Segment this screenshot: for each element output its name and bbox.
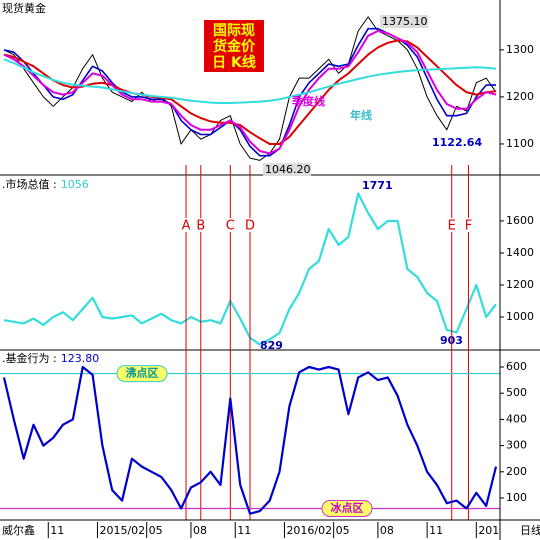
panel-title: .市场总值 : 1056 — [2, 177, 89, 191]
series-label: 季度线 — [291, 94, 325, 108]
annotation: 1046.20 — [265, 163, 311, 176]
y-tick-label: 1200 — [506, 278, 534, 291]
badge-box — [204, 20, 264, 72]
current-value: 123.80 — [61, 352, 100, 365]
y-tick-label: 1100 — [506, 137, 534, 150]
y-tick-label: 1600 — [506, 214, 534, 227]
zone-label: 冰点区 — [331, 500, 364, 514]
y-tick-label: 500 — [506, 386, 527, 399]
annotation: 1771 — [362, 179, 393, 192]
marker-label: D — [245, 219, 255, 234]
series-line — [2, 365, 498, 515]
y-tick-label: 400 — [506, 412, 527, 425]
series-line — [3, 58, 497, 104]
series-line — [3, 30, 497, 155]
zone-badge — [321, 499, 373, 517]
marker-bg — [180, 218, 193, 232]
marker-label: A — [182, 219, 191, 234]
panel-title-text: .市场总值 : — [2, 177, 57, 191]
series-line — [3, 16, 497, 161]
marker-bg — [194, 218, 207, 232]
x-tick-label: 11 — [429, 524, 443, 537]
annotation: 829 — [260, 339, 283, 352]
annotation-box — [263, 163, 311, 176]
marker-label: E — [448, 219, 456, 234]
badge-text: 国际现 — [213, 23, 255, 39]
x-tick-label: 2016/02 — [286, 524, 332, 537]
annotation: 1375.10 — [382, 15, 428, 28]
badge-text: 日 K线 — [212, 54, 256, 71]
zone-label: 沸点区 — [126, 366, 159, 380]
y-tick-label: 1200 — [506, 90, 534, 103]
current-value: 1056 — [61, 178, 89, 191]
badge-text: 货金价 — [212, 38, 256, 55]
annotation-box — [380, 15, 428, 28]
y-tick-label: 200 — [506, 465, 527, 478]
x-tick-label: 08 — [193, 524, 207, 537]
x-tick-label: 05 — [149, 524, 163, 537]
marker-bg — [224, 218, 237, 232]
series-label: 年线 — [350, 108, 372, 122]
panel-title-text: .基金行为 : — [2, 351, 57, 365]
chart-title: 现货黄金 — [2, 1, 46, 15]
series-line — [3, 27, 496, 157]
x-tick-label: 11 — [237, 524, 251, 537]
marker-bg — [462, 218, 475, 232]
x-tick-label: 11 — [50, 524, 64, 537]
x-tick-label: 2015/02 — [99, 524, 145, 537]
x-tick-label: 05 — [336, 524, 350, 537]
annotation: 1122.64 — [432, 136, 482, 149]
brand: 威尔鑫 — [2, 523, 35, 537]
marker-label: C — [226, 219, 235, 234]
x-tick-label: 201 — [478, 524, 499, 537]
y-tick-label: 1300 — [506, 43, 534, 56]
x-tick-label: 08 — [380, 524, 394, 537]
panel-title: .基金行为 : 123.80 — [2, 351, 99, 365]
marker-bg — [445, 218, 458, 232]
zone-badge — [116, 365, 168, 383]
marker-label: F — [465, 219, 472, 234]
y-tick-label: 600 — [506, 360, 527, 373]
y-tick-label: 300 — [506, 439, 527, 452]
y-tick-label: 1000 — [506, 310, 534, 323]
y-tick-label: 1400 — [506, 246, 534, 259]
marker-label: B — [196, 219, 205, 234]
y-tick-label: 100 — [506, 491, 527, 504]
axis-footer: 日线 — [520, 523, 540, 537]
marker-bg — [244, 218, 256, 232]
